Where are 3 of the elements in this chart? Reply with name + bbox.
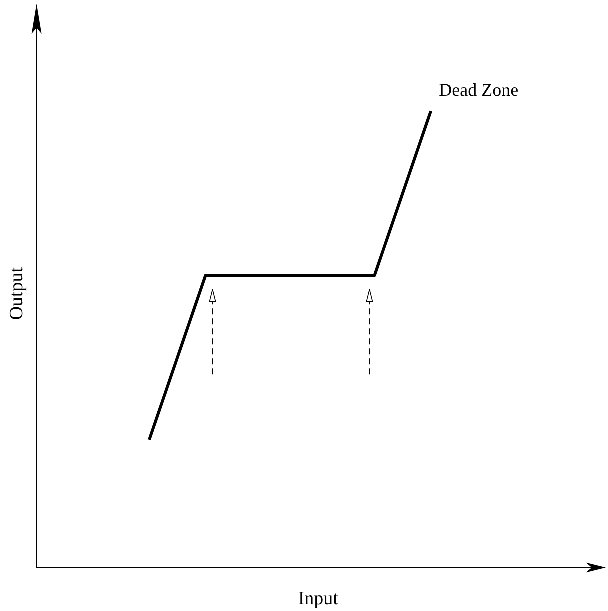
y-axis-title: Output: [6, 266, 28, 320]
x-axis-title: Input: [298, 588, 340, 610]
text: Dead Zone: [439, 80, 519, 100]
